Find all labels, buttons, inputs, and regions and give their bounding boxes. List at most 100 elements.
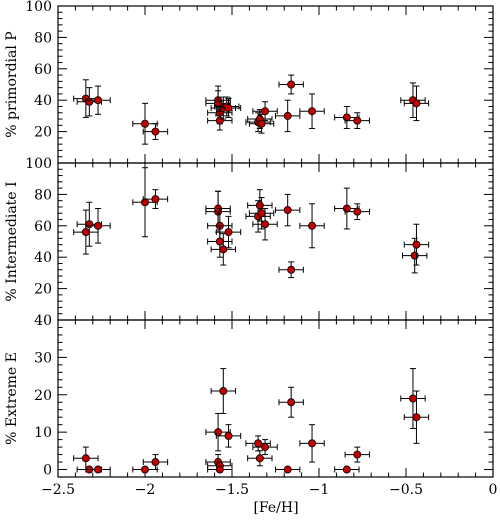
data-marker xyxy=(353,207,362,216)
y-tick-label: 60 xyxy=(34,62,52,78)
data-point xyxy=(85,208,111,244)
data-point xyxy=(247,450,273,467)
data-point xyxy=(278,261,304,279)
data-point xyxy=(142,123,169,140)
data-marker xyxy=(214,428,223,437)
plot-frame xyxy=(57,319,494,478)
data-point xyxy=(73,209,99,255)
data-point xyxy=(344,203,370,221)
data-point xyxy=(275,465,301,474)
data-point xyxy=(299,93,325,129)
data-point xyxy=(403,223,430,266)
data-marker xyxy=(224,431,233,440)
x-tick-label: −1.5 xyxy=(215,482,249,498)
data-marker xyxy=(215,237,224,246)
data-marker xyxy=(224,228,233,237)
data-point xyxy=(248,113,275,134)
data-marker xyxy=(255,201,264,210)
data-point xyxy=(142,189,169,210)
data-marker xyxy=(140,465,149,474)
data-marker xyxy=(81,228,90,237)
y-axis-label: % Extreme E xyxy=(4,352,20,445)
data-marker xyxy=(283,465,292,474)
data-marker xyxy=(308,439,317,448)
data-marker xyxy=(287,265,296,274)
data-marker xyxy=(342,113,351,122)
y-tick-label: 30 xyxy=(34,350,52,366)
y-axis-label: % primordial P xyxy=(4,31,20,137)
y-tick-label: 0 xyxy=(43,463,52,479)
data-marker xyxy=(81,454,90,463)
data-marker xyxy=(308,107,317,116)
data-point xyxy=(299,424,325,463)
y-tick-label: 100 xyxy=(25,156,52,172)
data-marker xyxy=(219,387,228,396)
data-marker xyxy=(353,116,362,125)
data-marker xyxy=(257,209,266,218)
y-tick-label: 20 xyxy=(34,125,52,141)
x-tick-label: −0.5 xyxy=(389,482,423,498)
data-marker xyxy=(151,195,160,204)
data-marker xyxy=(140,119,149,128)
data-marker xyxy=(408,394,417,403)
data-point xyxy=(132,465,158,474)
x-tick-label: −2.5 xyxy=(41,482,75,498)
y-tick-label: 100 xyxy=(25,0,52,15)
y-tick-label: 40 xyxy=(34,93,52,109)
y-tick-label: 60 xyxy=(34,219,52,235)
data-point xyxy=(76,201,102,247)
data-marker xyxy=(412,99,421,108)
data-marker xyxy=(353,450,362,459)
middle-panel: 20 40 60 80 100 % Intermediate I xyxy=(4,156,494,321)
data-point xyxy=(334,465,360,474)
x-axis-label: [Fe/H] xyxy=(253,500,298,516)
data-point xyxy=(275,99,301,133)
data-marker xyxy=(224,104,233,113)
data-marker xyxy=(215,465,224,474)
data-point xyxy=(207,110,233,131)
y-tick-label: 40 xyxy=(34,250,52,266)
data-marker xyxy=(94,221,103,230)
data-point xyxy=(252,101,278,122)
data-marker xyxy=(94,465,103,474)
top-panel: 20 40 60 80 100 % primordial P xyxy=(4,0,494,164)
data-point xyxy=(278,74,304,95)
data-point xyxy=(142,454,169,471)
data-marker xyxy=(412,240,421,249)
data-marker xyxy=(140,198,149,207)
data-marker xyxy=(219,245,228,254)
data-point xyxy=(252,208,278,241)
data-point xyxy=(403,390,430,444)
data-point xyxy=(215,215,242,249)
data-marker xyxy=(94,96,103,105)
data-point xyxy=(299,203,325,249)
data-marker xyxy=(261,443,270,452)
data-point xyxy=(344,112,370,129)
data-marker xyxy=(255,454,264,463)
y-axis-label: % Intermediate I xyxy=(4,181,20,301)
x-tick-label: −1 xyxy=(309,482,330,498)
bottom-panel: 0 10 20 30 40 −2.5 −2 −1.5 −1 −0.5 0 % Extreme E xyxy=(4,313,497,498)
data-point xyxy=(403,85,430,122)
data-marker xyxy=(287,80,296,89)
data-point xyxy=(275,193,301,227)
data-marker xyxy=(342,465,351,474)
data-marker xyxy=(283,206,292,215)
data-point xyxy=(252,439,278,456)
x-tick-label: 0 xyxy=(489,482,498,498)
data-marker xyxy=(257,119,266,128)
data-point xyxy=(215,98,242,118)
data-marker xyxy=(283,111,292,120)
data-marker xyxy=(85,220,94,229)
x-tick-label: −2 xyxy=(135,482,156,498)
y-tick-label: 20 xyxy=(34,388,52,404)
y-tick-label: 40 xyxy=(34,313,52,329)
y-tick-label: 20 xyxy=(34,282,52,298)
data-marker xyxy=(287,398,296,407)
data-marker xyxy=(342,204,351,213)
data-point xyxy=(344,446,370,463)
data-point xyxy=(85,85,111,115)
data-marker xyxy=(85,97,94,106)
data-point xyxy=(85,465,111,474)
